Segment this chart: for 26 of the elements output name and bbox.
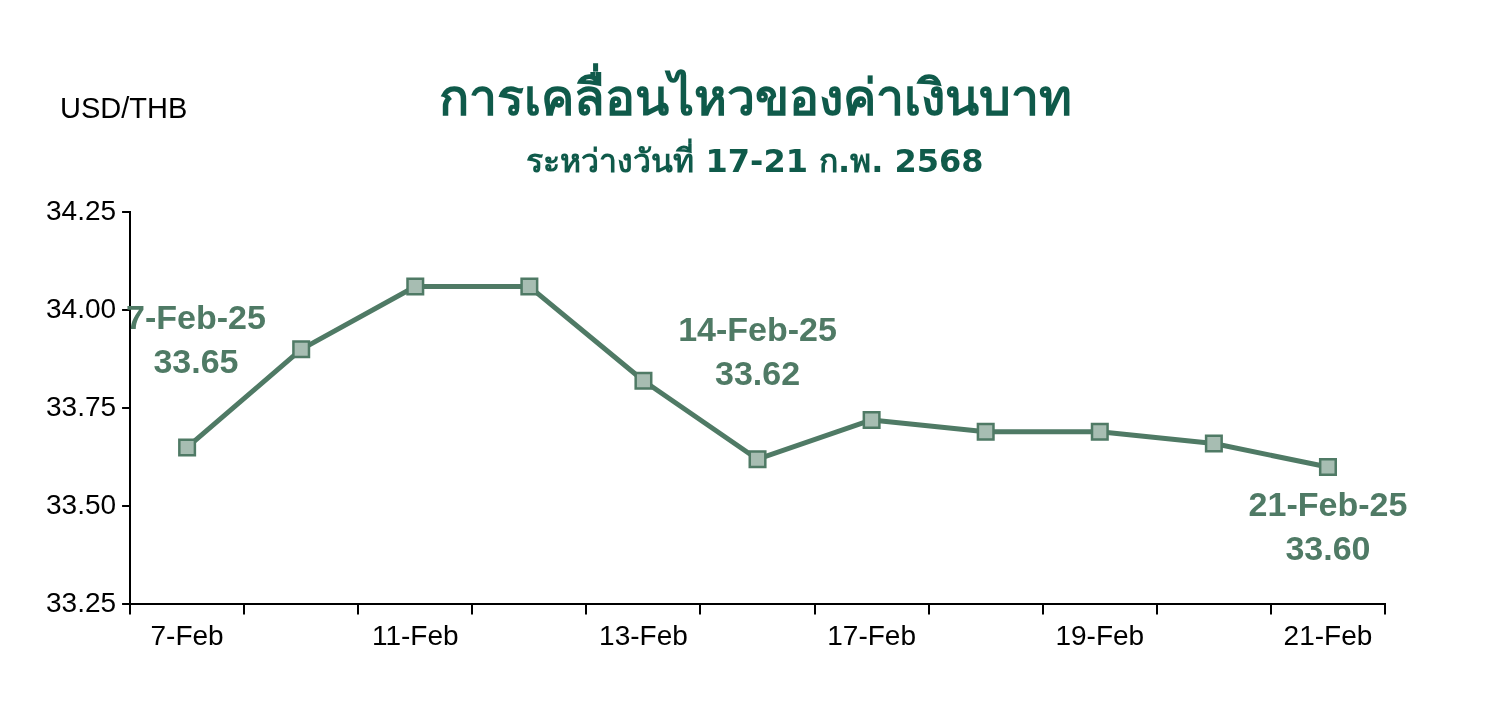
- point: [976, 422, 995, 441]
- point: [634, 371, 653, 390]
- y-tick-label: 34.00: [45, 292, 117, 324]
- x-tick-label: 7-Feb: [150, 619, 224, 651]
- data-label: 21-Feb-25 33.60: [1248, 485, 1408, 568]
- point: [520, 277, 539, 296]
- y-tick-label: 34.25: [45, 194, 117, 226]
- data-label: 14-Feb-25 33.62: [678, 309, 837, 392]
- x-tick-label: 21-Feb: [1283, 619, 1373, 651]
- point: [1090, 422, 1109, 441]
- y-tick-label: 33.25: [45, 587, 117, 619]
- point: [862, 410, 881, 429]
- x-tick-label: 17-Feb: [827, 619, 916, 651]
- y-tick-label: 33.50: [45, 489, 117, 521]
- x-tick-label: 19-Feb: [1055, 619, 1145, 651]
- point: [178, 438, 197, 457]
- point: [1318, 458, 1337, 477]
- point: [406, 277, 425, 296]
- point: [1204, 434, 1223, 453]
- point: [748, 450, 767, 469]
- chart-subtitle: ระหว่างวันที่ 17-21 ก.พ. 2568: [525, 137, 985, 182]
- x-tick-label: 11-Feb: [371, 619, 459, 651]
- y-axis-title: USD/THB: [60, 92, 188, 125]
- x-tick-label: 13-Feb: [599, 619, 688, 651]
- y-tick-label: 33.75: [45, 390, 117, 422]
- point: [292, 340, 311, 359]
